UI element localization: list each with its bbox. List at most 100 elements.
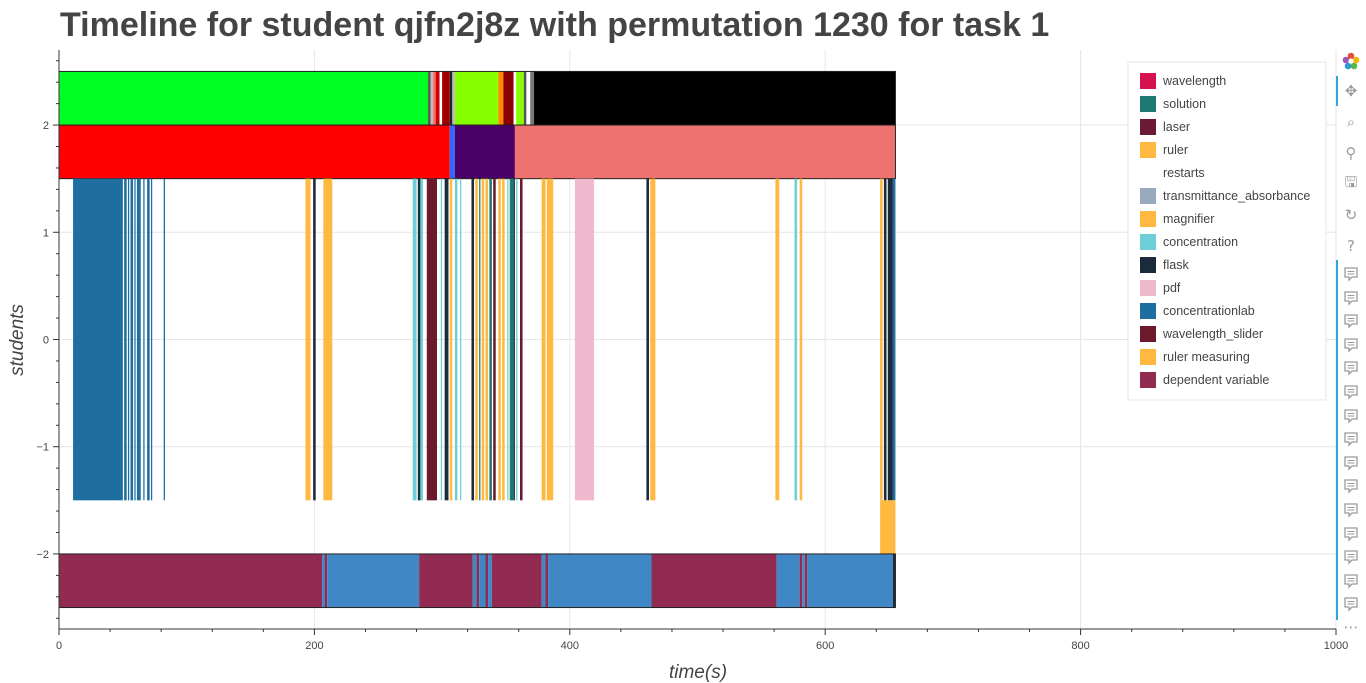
timeline-segment [476, 553, 480, 608]
hover-tool-icon[interactable] [1340, 523, 1362, 545]
timeline-segment [324, 553, 328, 608]
timeline-row [58, 553, 896, 609]
legend-item[interactable]: restarts [1163, 166, 1205, 180]
axes: 0 200 400 600 800 1000 2 1 0 −1 −2 time(s) students [7, 50, 1348, 683]
box-zoom-icon[interactable]: ⌕ [1346, 113, 1356, 131]
chart-title: Timeline for student qjfn2j8z with permu… [60, 6, 1050, 44]
timeline-segment [498, 71, 504, 126]
more-tools-icon[interactable]: ⋯ [1343, 618, 1359, 636]
hover-tool-icon[interactable] [1340, 428, 1362, 450]
legend-swatch [1140, 326, 1156, 342]
timeline-segment [433, 71, 436, 126]
legend-label: transmittance_absorbance [1163, 189, 1310, 203]
legend-item[interactable]: concentrationlab [1140, 303, 1255, 319]
legend-label: restarts [1163, 166, 1205, 180]
hover-tool-icon[interactable] [1340, 310, 1362, 332]
hover-tool-icon[interactable] [1340, 570, 1362, 592]
legend-item[interactable]: flask [1140, 257, 1189, 273]
legend-item[interactable]: ruler [1140, 142, 1188, 158]
timeline-segment [794, 178, 798, 501]
legend-item[interactable]: solution [1140, 96, 1206, 112]
timeline-segment [479, 178, 481, 501]
timeline-segment [491, 553, 542, 608]
timeline-segment [523, 71, 527, 126]
plot-toolbar: ✥ ⌕ ⚲ 🖫 ↻? ⋯ [1336, 50, 1366, 683]
active-tool-indicator [1336, 260, 1338, 620]
hover-tool-icon[interactable] [1340, 263, 1362, 285]
timeline-segment [541, 178, 546, 501]
legend-label: flask [1163, 258, 1189, 272]
hover-tool-icon[interactable] [1340, 334, 1362, 356]
legend-label: concentration [1163, 235, 1238, 249]
timeline-segment [449, 125, 455, 179]
wheel-zoom-icon[interactable]: ⚲ [1345, 144, 1357, 162]
x-tick-label: 1000 [1324, 640, 1348, 652]
timeline-segment [488, 553, 492, 608]
hover-tool-icon[interactable] [1340, 405, 1362, 427]
legend-item[interactable]: dependent variable [1140, 372, 1269, 388]
timeline-segment [471, 178, 475, 501]
legend-label: concentrationlab [1163, 304, 1255, 318]
legend-label: wavelength_slider [1162, 327, 1263, 341]
legend: wavelength solution laser ruler restarts tran… [1127, 61, 1327, 401]
timeline-segment [507, 178, 509, 501]
hover-tool-icon[interactable] [1340, 593, 1362, 615]
timeline-segment [305, 178, 311, 501]
timeline-segment [650, 178, 656, 501]
timeline-segment [163, 178, 165, 501]
legend-item[interactable]: transmittance_absorbance [1140, 188, 1310, 204]
legend-swatch [1140, 211, 1156, 227]
timeline-segment [454, 71, 499, 126]
timeline-segment [322, 553, 325, 608]
timeline-segment [439, 71, 443, 126]
x-tick-label: 0 [56, 640, 62, 652]
timeline-segment [802, 553, 805, 608]
legend-item[interactable]: ruler measuring [1140, 349, 1250, 365]
hover-tool-icon[interactable] [1340, 452, 1362, 474]
bokeh-logo-icon[interactable] [1340, 50, 1362, 72]
hover-tool-icon[interactable] [1340, 546, 1362, 568]
hover-tool-icon[interactable] [1340, 499, 1362, 521]
help-icon[interactable]: ? [1347, 237, 1355, 255]
legend-item[interactable]: wavelength_slider [1140, 326, 1263, 342]
timeline-segment [489, 178, 492, 501]
timeline-segment [541, 553, 546, 608]
legend-label: magnifier [1163, 212, 1214, 226]
save-icon[interactable]: 🖫 [1344, 172, 1358, 191]
legend-item[interactable]: wavelength [1140, 73, 1226, 89]
timeline-segment [454, 125, 515, 179]
timeline-segment [883, 178, 887, 501]
timeline-segment [799, 178, 803, 501]
hover-tool-icon[interactable] [1340, 381, 1362, 403]
hover-tool-icon[interactable] [1340, 357, 1362, 379]
x-axis-label: time(s) [669, 662, 727, 683]
pan-icon[interactable]: ✥ [1344, 82, 1358, 100]
timeline-segment [313, 178, 316, 501]
legend-label: dependent variable [1163, 373, 1269, 387]
timeline-segment [880, 178, 883, 501]
legend-swatch [1140, 372, 1156, 388]
timeline-segment [417, 178, 421, 501]
legend-label: pdf [1163, 281, 1181, 295]
y-tick-label: 0 [43, 335, 49, 347]
reset-icon[interactable]: ↻ [1344, 206, 1358, 224]
legend-label: ruler [1163, 143, 1188, 157]
x-tick-label: 200 [305, 640, 323, 652]
timeline-segment [444, 178, 449, 501]
legend-item[interactable]: concentration [1140, 234, 1238, 250]
legend-item[interactable]: magnifier [1140, 211, 1214, 227]
timeline-segment [485, 178, 489, 501]
timeline-segment [526, 71, 531, 126]
legend-item[interactable]: pdf [1140, 280, 1181, 296]
timeline-segment [481, 178, 485, 501]
legend-item[interactable]: laser [1140, 119, 1190, 135]
hover-tool-icon[interactable] [1340, 287, 1362, 309]
timeline-segment [545, 553, 549, 608]
timeline-segment [892, 553, 896, 608]
hover-tool-icon[interactable] [1340, 475, 1362, 497]
legend-swatch [1140, 257, 1156, 273]
timeline-segment [513, 71, 517, 126]
timeline-segment [442, 71, 450, 126]
timeline-segment [323, 178, 333, 501]
